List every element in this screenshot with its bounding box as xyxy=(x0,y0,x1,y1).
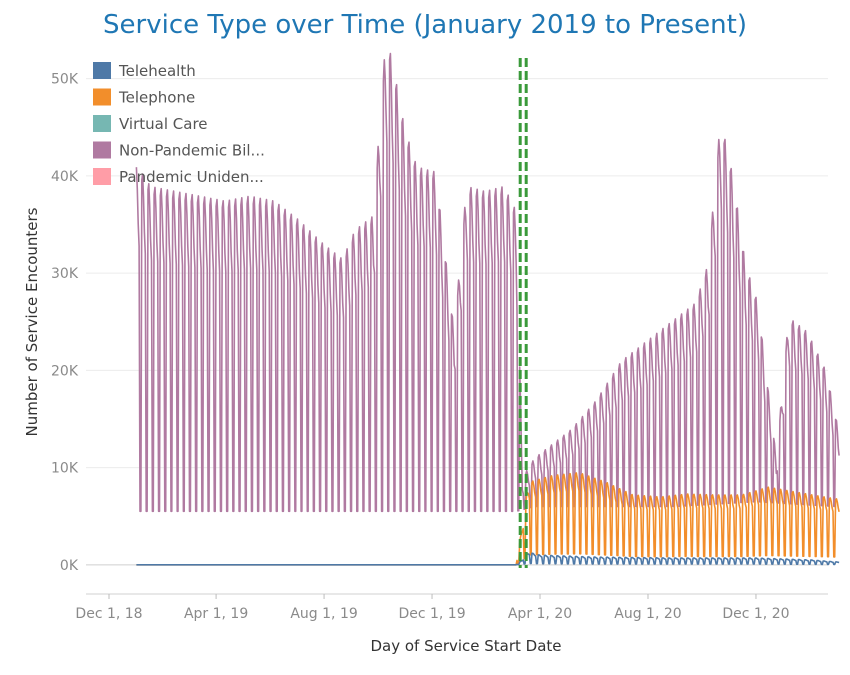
y-axis-label: Number of Service Encounters xyxy=(23,207,41,436)
legend: Telehealth Telephone Virtual Care Non-Pande… xyxy=(93,62,265,186)
y-tick-label: 20K xyxy=(51,363,79,379)
x-tick-label: Apr 1, 20 xyxy=(508,606,572,622)
legend-swatch xyxy=(93,141,111,159)
y-tick-label: 10K xyxy=(51,461,79,477)
x-tick-label: Aug 1, 19 xyxy=(290,606,357,622)
legend-item[interactable]: Pandemic Uniden... xyxy=(93,168,264,186)
series-line-non-pandemic-bil xyxy=(135,52,840,513)
legend-item[interactable]: Non-Pandemic Bil... xyxy=(93,141,265,160)
legend-label: Virtual Care xyxy=(119,115,208,133)
legend-item[interactable]: Telephone xyxy=(93,88,195,107)
legend-label: Telephone xyxy=(118,89,195,107)
legend-swatch xyxy=(93,62,111,79)
x-tick-label: Aug 1, 20 xyxy=(614,606,681,622)
legend-label: Non-Pandemic Bil... xyxy=(119,142,265,160)
x-tick-label: Dec 1, 18 xyxy=(75,606,142,622)
y-tick-label: 0K xyxy=(60,558,79,574)
legend-item[interactable]: Telehealth xyxy=(93,62,196,80)
y-axis-ticks: 0K 10K 20K 30K 40K 50K xyxy=(51,72,79,574)
legend-swatch xyxy=(93,88,111,106)
x-tick-label: Dec 1, 19 xyxy=(398,606,465,622)
reference-line xyxy=(518,58,528,568)
x-tick-label: Apr 1, 19 xyxy=(184,606,248,622)
legend-label: Pandemic Uniden... xyxy=(119,168,264,186)
series-lines xyxy=(135,52,840,566)
y-tick-label: 50K xyxy=(51,72,79,88)
y-tick-label: 30K xyxy=(51,266,79,282)
legend-swatch xyxy=(93,115,111,132)
legend-label: Telehealth xyxy=(118,62,196,80)
series-line-telehealth xyxy=(136,552,840,566)
x-tick-label: Dec 1, 20 xyxy=(722,606,789,622)
legend-swatch xyxy=(93,168,111,185)
x-axis-ticks: Dec 1, 18 Apr 1, 19 Aug 1, 19 Dec 1, 19 Apr … xyxy=(75,594,790,622)
y-tick-label: 40K xyxy=(51,169,79,185)
chart-title: Service Type over Time (January 2019 to … xyxy=(103,10,747,40)
x-axis-label: Day of Service Start Date xyxy=(370,637,561,655)
legend-item[interactable]: Virtual Care xyxy=(93,115,208,133)
